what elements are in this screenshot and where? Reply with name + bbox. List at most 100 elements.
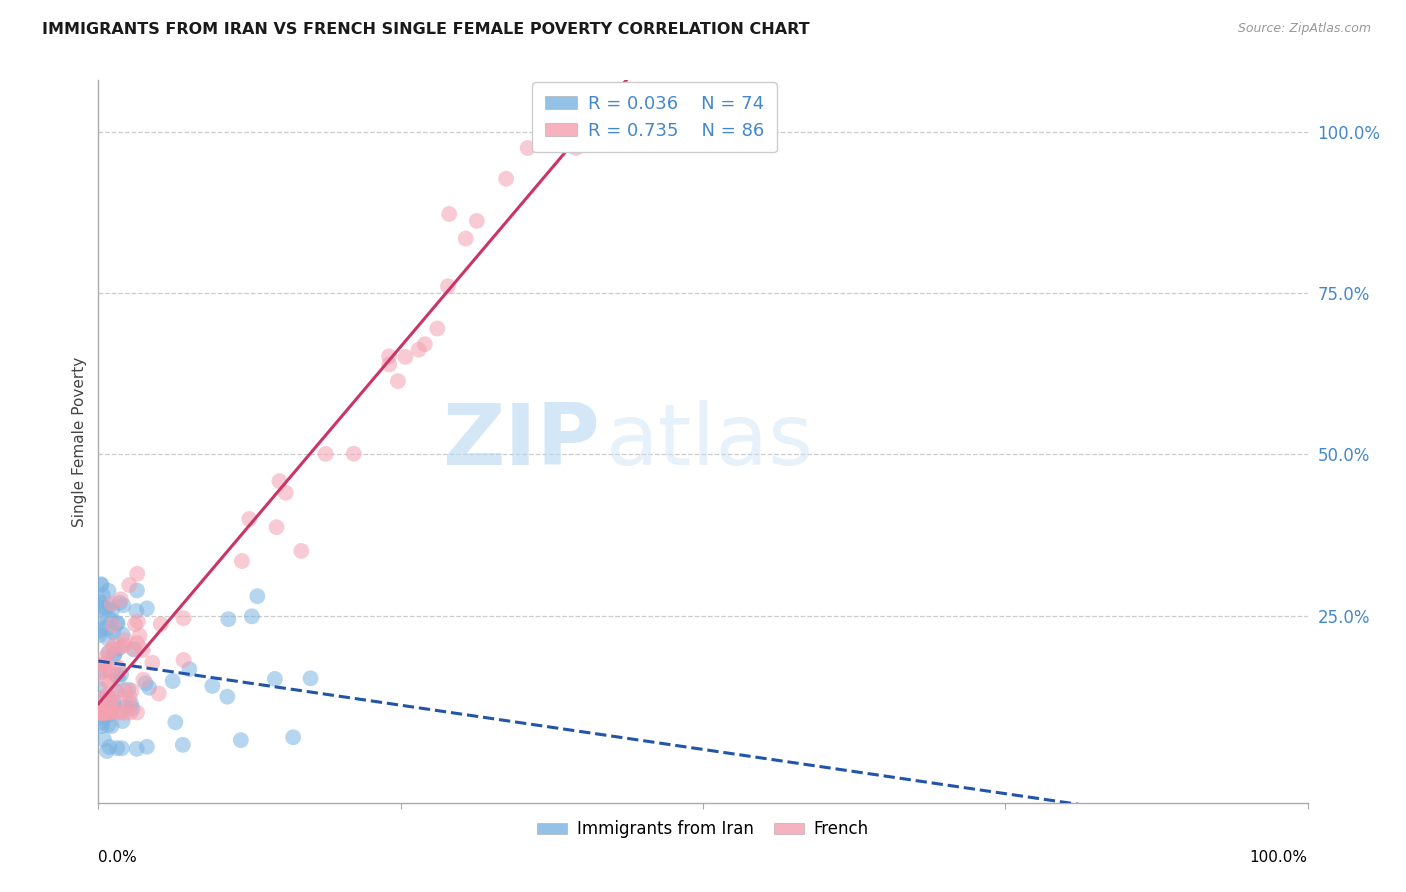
- Point: [111, 741, 134, 756]
- Point: [110, 592, 132, 607]
- Point: [240, 609, 263, 624]
- Point: [148, 687, 170, 701]
- Point: [122, 642, 145, 657]
- Point: [97, 632, 120, 646]
- Point: [100, 613, 122, 627]
- Point: [94, 706, 117, 720]
- Point: [93, 706, 115, 720]
- Point: [91, 588, 114, 602]
- Point: [217, 690, 239, 704]
- Point: [125, 742, 148, 756]
- Point: [394, 350, 416, 364]
- Point: [107, 686, 129, 700]
- Point: [114, 683, 136, 698]
- Point: [117, 697, 139, 711]
- Point: [105, 684, 128, 698]
- Point: [89, 594, 111, 608]
- Point: [105, 616, 128, 631]
- Point: [138, 681, 160, 695]
- Point: [125, 706, 148, 720]
- Point: [91, 706, 114, 720]
- Point: [98, 675, 121, 690]
- Point: [125, 604, 148, 618]
- Text: 0.0%: 0.0%: [98, 850, 138, 864]
- Point: [105, 741, 128, 756]
- Y-axis label: Single Female Poverty: Single Female Poverty: [72, 357, 87, 526]
- Point: [299, 671, 322, 685]
- Point: [97, 706, 120, 720]
- Point: [97, 718, 120, 732]
- Text: 100.0%: 100.0%: [1250, 850, 1308, 864]
- Point: [103, 695, 125, 709]
- Point: [100, 706, 122, 720]
- Point: [94, 706, 117, 720]
- Point: [97, 645, 120, 659]
- Point: [107, 641, 129, 656]
- Point: [238, 512, 260, 526]
- Point: [135, 676, 157, 690]
- Point: [101, 618, 124, 632]
- Point: [114, 706, 136, 720]
- Point: [413, 337, 436, 351]
- Point: [90, 622, 112, 636]
- Point: [97, 646, 120, 660]
- Point: [315, 447, 337, 461]
- Point: [98, 739, 121, 754]
- Point: [125, 583, 148, 598]
- Point: [90, 706, 112, 720]
- Point: [114, 638, 136, 652]
- Point: [98, 599, 121, 613]
- Point: [269, 474, 291, 488]
- Point: [90, 577, 112, 591]
- Point: [290, 544, 312, 558]
- Point: [132, 673, 155, 687]
- Point: [89, 624, 111, 638]
- Point: [96, 621, 118, 635]
- Point: [454, 231, 477, 245]
- Point: [121, 683, 143, 698]
- Point: [96, 688, 118, 702]
- Point: [437, 279, 460, 293]
- Point: [93, 690, 115, 704]
- Point: [112, 599, 135, 613]
- Point: [121, 702, 143, 716]
- Point: [231, 554, 253, 568]
- Point: [89, 701, 111, 715]
- Point: [117, 682, 139, 697]
- Point: [111, 706, 134, 720]
- Point: [93, 711, 115, 725]
- Point: [516, 141, 538, 155]
- Point: [94, 657, 117, 672]
- Point: [565, 141, 588, 155]
- Point: [93, 732, 115, 747]
- Point: [90, 706, 112, 720]
- Point: [104, 667, 127, 681]
- Point: [107, 671, 129, 685]
- Point: [93, 601, 115, 615]
- Text: atlas: atlas: [606, 400, 814, 483]
- Point: [89, 706, 111, 720]
- Point: [96, 744, 118, 758]
- Point: [114, 633, 136, 648]
- Point: [281, 731, 304, 745]
- Point: [426, 321, 449, 335]
- Point: [101, 603, 124, 617]
- Point: [89, 681, 111, 696]
- Point: [93, 706, 115, 720]
- Text: ZIP: ZIP: [443, 400, 600, 483]
- Point: [94, 706, 117, 720]
- Point: [105, 667, 128, 681]
- Point: [141, 656, 163, 670]
- Point: [89, 665, 111, 680]
- Point: [111, 640, 134, 654]
- Point: [100, 719, 122, 733]
- Point: [108, 596, 131, 610]
- Point: [107, 706, 129, 720]
- Point: [162, 673, 184, 688]
- Point: [118, 578, 141, 592]
- Point: [120, 706, 142, 720]
- Point: [96, 693, 118, 707]
- Point: [495, 171, 517, 186]
- Point: [100, 699, 122, 714]
- Text: Source: ZipAtlas.com: Source: ZipAtlas.com: [1237, 22, 1371, 36]
